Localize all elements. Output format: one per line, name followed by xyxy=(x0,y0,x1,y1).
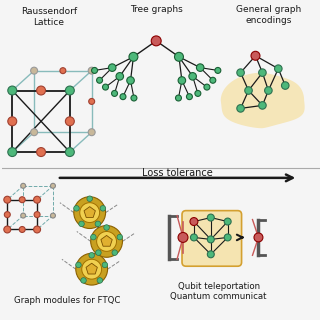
Circle shape xyxy=(102,84,108,90)
Circle shape xyxy=(207,236,214,243)
Circle shape xyxy=(91,234,96,240)
Circle shape xyxy=(215,68,221,73)
Circle shape xyxy=(76,262,81,268)
Circle shape xyxy=(102,262,108,268)
Circle shape xyxy=(131,95,137,101)
Circle shape xyxy=(120,94,126,100)
Circle shape xyxy=(88,129,95,136)
Circle shape xyxy=(92,68,98,73)
Circle shape xyxy=(195,91,201,96)
FancyBboxPatch shape xyxy=(182,211,242,266)
Circle shape xyxy=(104,225,109,230)
Circle shape xyxy=(174,52,183,61)
Circle shape xyxy=(116,73,124,80)
Text: Graph modules for FTQC: Graph modules for FTQC xyxy=(14,296,120,305)
Circle shape xyxy=(36,148,45,156)
Circle shape xyxy=(21,213,26,218)
Circle shape xyxy=(178,77,186,84)
Circle shape xyxy=(265,87,272,94)
Circle shape xyxy=(51,183,55,188)
Circle shape xyxy=(65,86,74,95)
Circle shape xyxy=(196,64,204,71)
Circle shape xyxy=(8,86,17,95)
Circle shape xyxy=(89,99,95,104)
Circle shape xyxy=(178,232,188,242)
Circle shape xyxy=(87,196,92,202)
Circle shape xyxy=(254,233,263,242)
Circle shape xyxy=(91,226,123,257)
Circle shape xyxy=(95,221,101,227)
Circle shape xyxy=(19,227,25,232)
Circle shape xyxy=(65,148,74,156)
Circle shape xyxy=(60,68,66,74)
Text: Loss tolerance: Loss tolerance xyxy=(142,168,212,178)
Polygon shape xyxy=(221,73,305,128)
Circle shape xyxy=(210,77,216,83)
Circle shape xyxy=(207,214,214,221)
Circle shape xyxy=(189,73,196,80)
Circle shape xyxy=(74,197,106,228)
Circle shape xyxy=(34,212,40,218)
Circle shape xyxy=(88,67,95,74)
Circle shape xyxy=(79,221,84,227)
Polygon shape xyxy=(84,207,95,217)
Circle shape xyxy=(81,278,86,283)
Circle shape xyxy=(34,196,41,203)
Circle shape xyxy=(237,69,244,76)
Circle shape xyxy=(21,183,26,188)
Circle shape xyxy=(237,105,244,112)
Circle shape xyxy=(282,82,289,89)
Circle shape xyxy=(275,65,282,72)
Circle shape xyxy=(74,205,79,211)
Text: Raussendorf
Lattice: Raussendorf Lattice xyxy=(21,7,77,27)
Text: Qubit teleportation
Quantum communicat: Qubit teleportation Quantum communicat xyxy=(171,282,267,301)
Circle shape xyxy=(175,95,181,101)
Circle shape xyxy=(31,129,37,136)
Text: General graph
encodings: General graph encodings xyxy=(236,5,301,25)
Circle shape xyxy=(117,234,123,240)
Circle shape xyxy=(204,84,210,90)
Circle shape xyxy=(31,67,37,74)
Circle shape xyxy=(97,77,102,83)
Polygon shape xyxy=(86,263,97,274)
Circle shape xyxy=(96,250,101,255)
Circle shape xyxy=(4,196,11,203)
Circle shape xyxy=(127,77,134,84)
Circle shape xyxy=(80,203,100,222)
Circle shape xyxy=(187,94,192,100)
Circle shape xyxy=(76,253,108,285)
Circle shape xyxy=(151,36,161,46)
Circle shape xyxy=(4,226,11,233)
Circle shape xyxy=(259,102,266,109)
Circle shape xyxy=(97,278,103,283)
Circle shape xyxy=(89,252,94,258)
Circle shape xyxy=(251,51,260,60)
Circle shape xyxy=(36,86,45,95)
Circle shape xyxy=(259,69,266,76)
Circle shape xyxy=(4,212,10,218)
Circle shape xyxy=(97,231,116,251)
Text: Tree graphs: Tree graphs xyxy=(130,5,183,14)
Circle shape xyxy=(224,234,231,241)
Circle shape xyxy=(108,64,116,71)
Circle shape xyxy=(65,117,74,126)
Circle shape xyxy=(207,251,214,258)
Circle shape xyxy=(82,259,102,279)
Circle shape xyxy=(8,148,17,156)
Circle shape xyxy=(190,234,197,241)
Circle shape xyxy=(51,213,55,218)
Circle shape xyxy=(34,226,41,233)
Circle shape xyxy=(100,205,106,211)
Circle shape xyxy=(129,52,138,61)
Circle shape xyxy=(8,117,17,126)
Circle shape xyxy=(19,197,25,203)
Circle shape xyxy=(224,218,231,225)
Circle shape xyxy=(112,250,117,255)
Circle shape xyxy=(112,91,117,96)
Polygon shape xyxy=(101,236,112,246)
Circle shape xyxy=(245,87,252,94)
Circle shape xyxy=(190,218,198,226)
